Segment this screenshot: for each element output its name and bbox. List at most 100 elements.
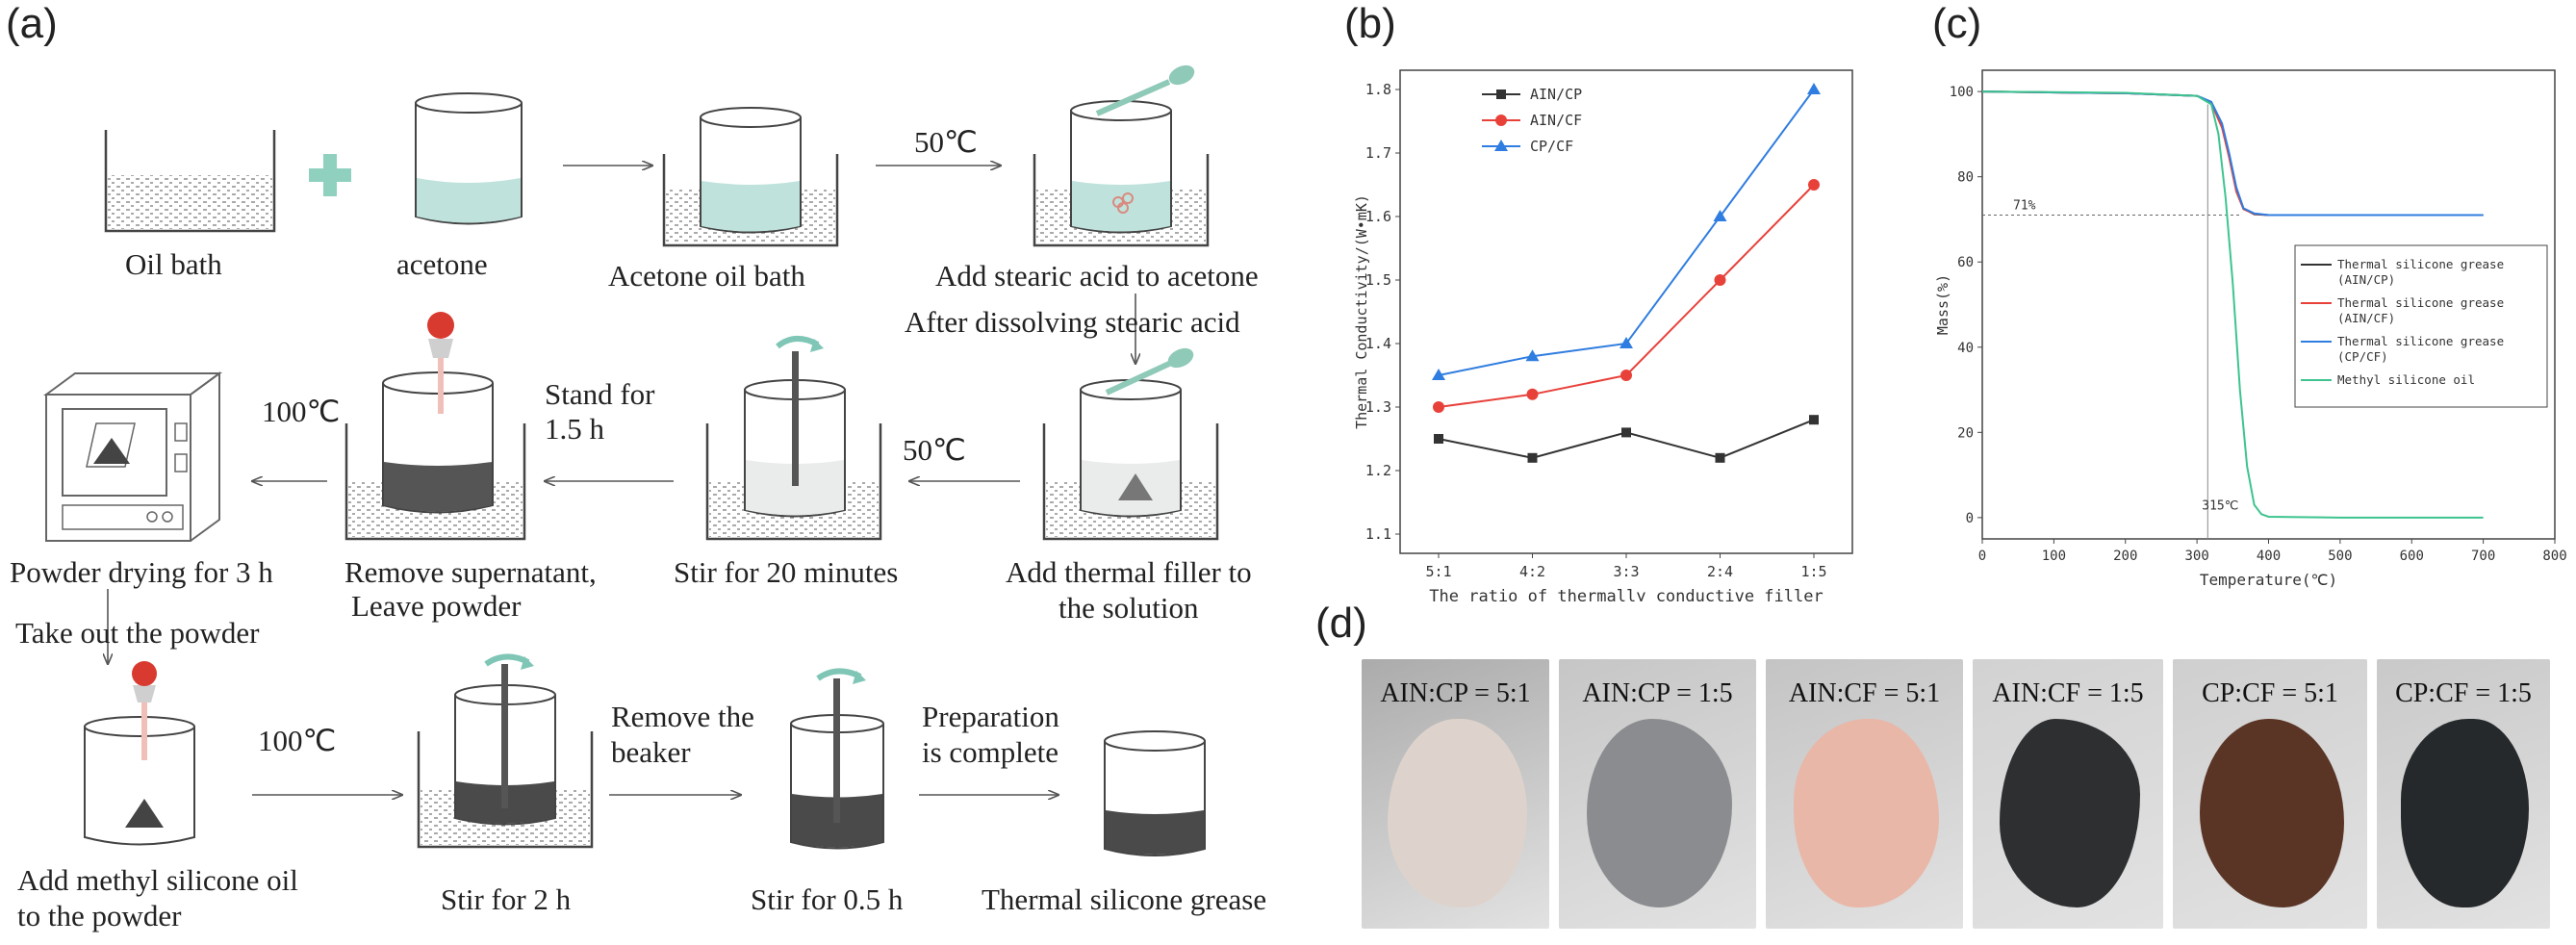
label-remove-supernatant-1: Remove supernatant, <box>344 555 597 589</box>
x-tick-label: 400 <box>2257 549 2281 564</box>
panel-label-a: (a) <box>6 0 58 47</box>
label-add-methyl-2: to the powder <box>17 899 182 932</box>
legend-label: Thermal silicone grease <box>2337 295 2504 310</box>
label-thermal-grease: Thermal silicone grease <box>982 882 1266 916</box>
label-after-dissolving: After dissolving stearic acid <box>905 305 1240 339</box>
data-point <box>1620 337 1633 348</box>
data-point <box>1527 452 1538 463</box>
data-point <box>1714 274 1726 286</box>
sample-label: CP:CF = 1:5 <box>2395 678 2532 708</box>
sample-photo: CP:CF = 5:1 <box>2173 659 2367 929</box>
plus-icon <box>309 154 351 196</box>
label-stand-2: 1.5 h <box>545 412 605 446</box>
data-point <box>1525 349 1540 362</box>
x-tick-label: 1:5 <box>1800 563 1826 580</box>
acetone-beaker <box>415 92 523 225</box>
y-tick-label: 40 <box>1957 341 1974 356</box>
sample-label: AIN:CF = 1:5 <box>1992 678 2144 708</box>
legend-marker <box>1496 89 1506 99</box>
y-tick-label: 20 <box>1957 425 1974 441</box>
label-preparation-1: Preparation <box>922 700 1059 733</box>
x-tick-label: 100 <box>2042 549 2066 564</box>
legend-marker <box>1495 115 1507 126</box>
data-point <box>1807 83 1821 94</box>
label-stir-05h: Stir for 0.5 h <box>751 882 904 916</box>
data-point <box>1620 370 1632 381</box>
x-tick-label: 200 <box>2113 549 2137 564</box>
plot-frame <box>1399 69 1853 554</box>
label-add-methyl-1: Add methyl silicone oil <box>17 863 298 897</box>
grease-sample <box>2200 718 2344 907</box>
sample-label: AIN:CP = 5:1 <box>1380 678 1531 708</box>
legend-box <box>2294 244 2548 408</box>
annotation-71: 71% <box>2013 199 2036 214</box>
series-line <box>1438 89 1815 376</box>
grease-sample <box>1586 718 1733 907</box>
x-tick-label: 300 <box>2184 549 2208 564</box>
label-remove-supernatant-2: Leave powder <box>351 589 522 623</box>
stearic-acid-figure <box>1033 64 1210 247</box>
legend-label: CP/CF <box>1530 138 1573 155</box>
label-add-filler-2: the solution <box>1058 591 1199 625</box>
y-axis-label: Mass(%) <box>1934 274 1951 335</box>
legend-label: Methyl silicone oil <box>2337 372 2475 387</box>
legend-label-sub: (AIN/CF) <box>2337 311 2395 325</box>
y-tick-label: 1.5 <box>1365 271 1391 289</box>
sample-photo: AIN:CP = 1:5 <box>1559 659 1756 929</box>
x-tick-label: 800 <box>2542 549 2566 564</box>
temp-label-100-row2: 100℃ <box>262 395 340 428</box>
label-remove-beaker-1: Remove the <box>611 700 754 733</box>
grease-sample <box>1793 718 1940 907</box>
acetone-oil-bath-figure <box>662 107 839 247</box>
label-powder-drying: Powder drying for 3 h <box>10 555 273 589</box>
legend-label: Thermal silicone grease <box>2337 334 2504 348</box>
data-point <box>1715 452 1725 463</box>
label-remove-beaker-2: beaker <box>611 735 691 769</box>
oven-figure <box>42 371 223 542</box>
oil-bath-figure <box>104 130 276 233</box>
stir-05h-figure <box>790 668 884 850</box>
legend-label-sub: (CP/CF) <box>2337 349 2388 364</box>
chart-thermal-conductivity: 1.1 1.2 1.3 1.4 1.5 1.6 1.7 1.8 5:1 4:2 3:3 2:4 1:5 T… <box>1353 69 1853 601</box>
y-tick-label: 1.7 <box>1365 144 1391 162</box>
label-take-out-powder: Take out the powder <box>15 616 260 650</box>
series-line <box>1981 90 2484 217</box>
chart-tga-mass: 0 100 200 300 400 500 600 700 800 0 20 40 60 80 100 Tem… <box>1934 69 2567 589</box>
sample-photo: CP:CF = 1:5 <box>2377 659 2550 929</box>
label-add-stearic: Add stearic acid to acetone <box>935 259 1259 293</box>
sample-label: AIN:CP = 1:5 <box>1582 678 1733 708</box>
filler-figure <box>1042 347 1219 541</box>
series-line <box>1438 419 1815 459</box>
temp-label-50-row2: 50℃ <box>903 433 966 467</box>
grease-sample <box>1388 718 1527 907</box>
series-line <box>1981 90 2484 217</box>
data-point <box>1526 388 1539 400</box>
y-tick-label: 1.4 <box>1365 335 1391 352</box>
sample-label: AIN:CF = 5:1 <box>1788 678 1941 708</box>
temp-label-100-row3: 100℃ <box>258 724 336 757</box>
label-stir-20: Stir for 20 minutes <box>674 555 898 589</box>
legend-label: AIN/CF <box>1530 112 1582 129</box>
y-tick-label: 100 <box>1950 85 1974 100</box>
y-tick-label: 1.2 <box>1365 462 1391 479</box>
y-tick-label: 0 <box>1966 511 1974 526</box>
data-point <box>1808 179 1820 191</box>
stir-2h-figure <box>417 653 594 849</box>
x-tick-label: 2:4 <box>1707 563 1733 580</box>
x-tick-label: 5:1 <box>1425 563 1451 580</box>
y-tick-label: 1.1 <box>1365 525 1391 543</box>
label-oil-bath: Oil bath <box>125 247 222 281</box>
x-tick-label: 3:3 <box>1613 563 1639 580</box>
y-tick-label: 80 <box>1957 170 1974 186</box>
grease-sample <box>2401 718 2530 907</box>
grease-sample <box>1999 718 2141 907</box>
data-point <box>1432 369 1445 380</box>
panel-label-d: (d) <box>1315 600 1367 647</box>
data-point <box>1621 427 1631 438</box>
stir-20-figure <box>705 336 882 541</box>
label-stand-1: Stand for <box>545 377 655 411</box>
legend-label-sub: (AIN/CP) <box>2337 272 2395 287</box>
x-tick-label: 0 <box>1978 549 1986 564</box>
label-stir-2h: Stir for 2 h <box>441 882 572 916</box>
process-diagram: 50℃ Oil bath acetone Acetone oil bath Ad… <box>10 64 1266 932</box>
